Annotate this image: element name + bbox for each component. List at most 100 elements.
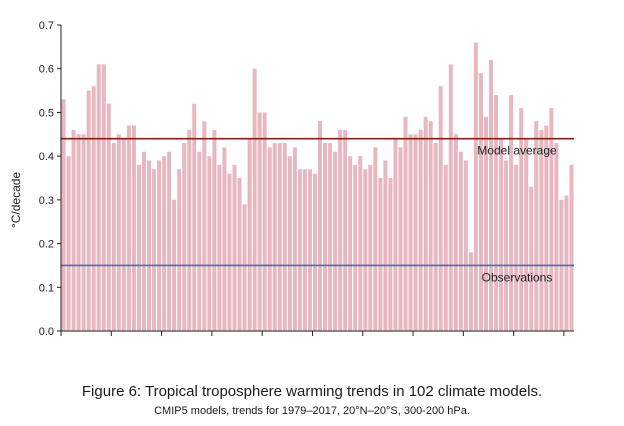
bar	[373, 147, 378, 331]
bar	[428, 121, 433, 331]
bar	[262, 112, 267, 332]
bar	[101, 64, 106, 331]
bars	[61, 42, 574, 332]
bar	[343, 129, 348, 331]
bar	[403, 116, 408, 331]
bar	[569, 164, 574, 331]
bar	[438, 86, 443, 331]
bar	[237, 178, 242, 331]
bar	[282, 143, 287, 331]
bar	[554, 143, 559, 331]
bar	[504, 160, 509, 331]
bar	[111, 143, 116, 331]
bar	[242, 204, 247, 331]
bar	[192, 103, 197, 331]
bar	[272, 143, 277, 331]
bar	[66, 156, 71, 331]
bar	[323, 143, 328, 331]
bar	[453, 134, 458, 331]
reference-line-label: Model average	[477, 144, 557, 158]
bar	[177, 169, 182, 331]
bar	[81, 134, 86, 331]
bar	[463, 160, 468, 331]
bar	[277, 143, 282, 331]
bar	[408, 134, 413, 331]
bar	[494, 94, 499, 331]
bar	[483, 116, 488, 331]
bar	[116, 134, 121, 331]
y-axis-ticks: 0.0 0.1 0.2 0.3 0.4 0.5 0.6 0.7	[39, 20, 61, 338]
bar	[549, 108, 554, 331]
bar	[152, 169, 157, 331]
bar	[292, 147, 297, 331]
bar	[368, 164, 373, 331]
bar	[388, 178, 393, 331]
bar	[287, 156, 292, 331]
y-tick-label: 0.4	[39, 151, 54, 163]
bar	[529, 186, 534, 331]
bar	[76, 134, 81, 331]
figure-caption-subtitle: CMIP5 models, trends for 1979–2017, 20°N…	[154, 405, 470, 417]
bar	[252, 68, 257, 332]
bar	[564, 195, 569, 331]
bar	[489, 59, 494, 331]
bar	[544, 125, 549, 331]
reference-lines: Model average Observations	[61, 137, 574, 284]
bar	[162, 156, 167, 331]
bar	[232, 164, 237, 331]
bar	[458, 151, 463, 331]
bar	[393, 138, 398, 331]
bar	[539, 129, 544, 331]
bar	[478, 73, 483, 331]
bar	[121, 138, 126, 331]
bar	[61, 99, 66, 331]
bar	[217, 164, 222, 331]
bar	[328, 143, 333, 331]
bar	[534, 121, 539, 331]
y-tick-label: 0.6	[39, 64, 54, 76]
bar	[443, 164, 448, 331]
bar	[519, 108, 524, 331]
bar	[247, 138, 252, 331]
bar	[227, 173, 232, 331]
bar	[71, 129, 76, 331]
bar	[202, 121, 207, 331]
bar	[433, 143, 438, 331]
bar	[448, 64, 453, 331]
bar	[257, 112, 262, 332]
bar	[312, 173, 317, 331]
bar	[358, 156, 363, 331]
bar	[182, 143, 187, 331]
bar	[338, 129, 343, 331]
bar	[353, 164, 358, 331]
bar	[413, 134, 418, 331]
bar	[333, 151, 338, 331]
y-tick-label: 0.5	[39, 107, 54, 119]
bar	[207, 156, 212, 331]
bar	[499, 138, 504, 331]
bar	[514, 164, 519, 331]
bar	[378, 178, 383, 331]
bar	[318, 121, 323, 331]
bar	[383, 160, 388, 331]
bar	[91, 86, 96, 331]
bar	[398, 147, 403, 331]
bar	[509, 94, 514, 331]
figure-caption-title: Figure 6: Tropical troposphere warming t…	[81, 383, 543, 400]
bar	[348, 156, 353, 331]
bar	[473, 42, 478, 332]
bar	[524, 138, 529, 331]
bar	[302, 169, 307, 331]
bar	[297, 169, 302, 331]
bar	[267, 147, 272, 331]
bar	[222, 147, 227, 331]
bar	[157, 160, 162, 331]
bar	[96, 64, 101, 331]
bar	[468, 252, 473, 331]
bar	[141, 151, 146, 331]
bar	[363, 169, 368, 331]
bar	[167, 151, 172, 331]
y-tick-label: 0.0	[39, 326, 54, 338]
reference-line-label: Observations	[482, 270, 553, 284]
chart: 0.0 0.1 0.2 0.3 0.4 0.5 0.6 0.7 Model average Ob…	[9, 20, 574, 338]
